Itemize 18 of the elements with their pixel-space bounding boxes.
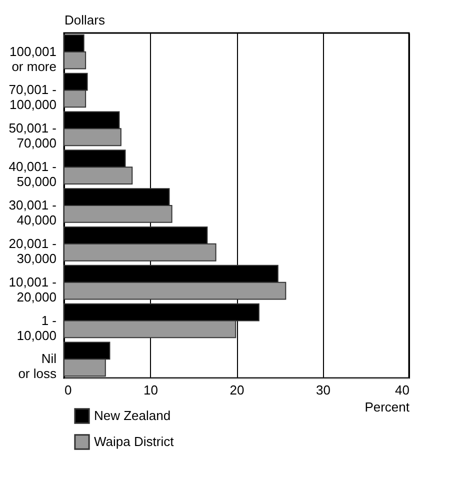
legend-label: New Zealand — [94, 408, 171, 423]
y-tick-label: 10,001 - 20,000 — [8, 274, 56, 304]
x-axis-title: Percent — [364, 400, 410, 414]
legend-label: Waipa District — [94, 434, 174, 449]
x-tick-label: 20 — [230, 382, 244, 398]
y-axis-title: Dollars — [64, 12, 106, 28]
y-tick-label: 50,001 - 70,000 — [8, 120, 56, 151]
x-tick-label: 40 — [395, 382, 410, 398]
x-tick-label: 0 — [64, 382, 72, 398]
y-tick-label: 40,001 - 50,000 — [8, 159, 56, 190]
y-tick-label: 20,001 - 30,000 — [8, 236, 56, 266]
x-tick-label: 30 — [316, 382, 330, 398]
x-tick-label: 10 — [144, 382, 158, 398]
y-tick-label: 100,001 or more — [10, 44, 56, 74]
y-tick-label: 30,001 - 40,000 — [8, 198, 56, 228]
y-tick-label: 1 - 10,000 — [16, 312, 56, 343]
y-tick-label: 70,001 - 100,000 — [8, 82, 56, 112]
y-tick-label: Nil or loss — [18, 351, 57, 382]
